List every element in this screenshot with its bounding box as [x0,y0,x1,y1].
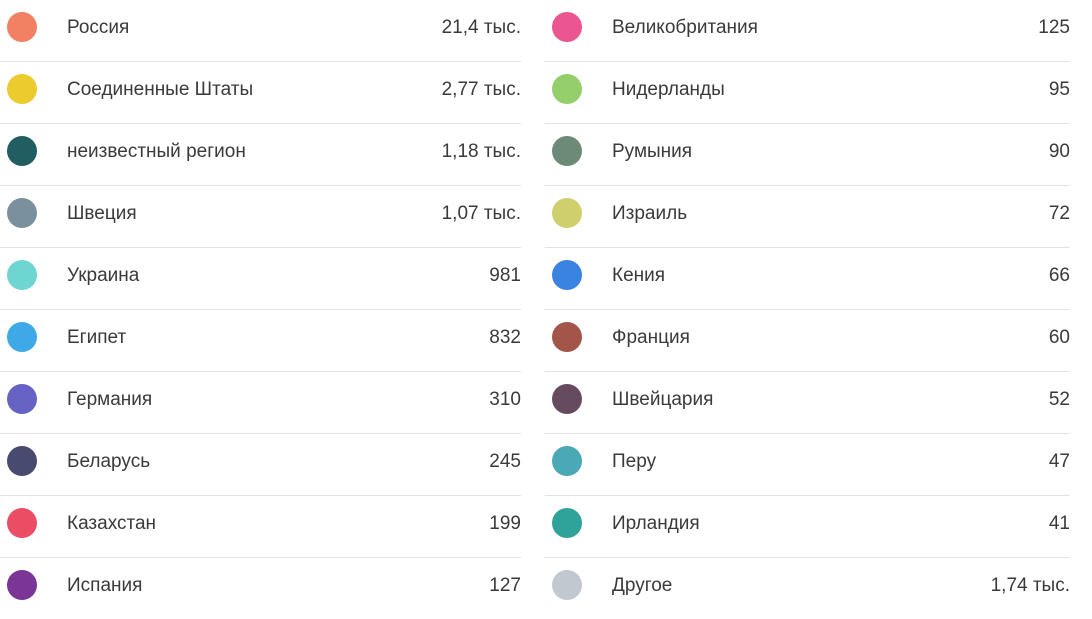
country-label: Другое [612,575,673,596]
legend-row[interactable]: Казахстан 199 [0,496,521,558]
country-value: 41 [1048,513,1070,534]
country-label: Германия [67,389,153,410]
color-dot-icon [552,570,582,600]
legend-row[interactable]: неизвестный регион 1,18 тыс. [0,124,521,186]
legend-row[interactable]: Беларусь 245 [0,434,521,496]
country-label: Нидерланды [612,79,725,100]
legend-row[interactable]: Ирландия 41 [545,496,1070,558]
legend-row[interactable]: Кения 66 [545,248,1070,310]
legend-row[interactable]: Германия 310 [0,372,521,434]
country-value: 52 [1048,389,1070,410]
country-value: 127 [489,575,521,596]
color-dot-icon [552,446,582,476]
country-value: 310 [489,389,521,410]
color-dot-icon [7,322,37,352]
country-label: Швеция [67,203,137,224]
country-value: 1,18 тыс. [441,141,521,162]
country-value: 125 [1038,17,1070,38]
country-label: Израиль [612,203,688,224]
color-dot-icon [7,260,37,290]
country-label: Великобритания [612,17,758,38]
country-label: Египет [67,327,127,348]
legend-row[interactable]: Франция 60 [545,310,1070,372]
country-value: 95 [1048,79,1070,100]
color-dot-icon [552,322,582,352]
legend-row[interactable]: Швейцария 52 [545,372,1070,434]
country-value: 72 [1048,203,1070,224]
country-value: 2,77 тыс. [441,79,521,100]
color-dot-icon [552,12,582,42]
country-label: Беларусь [67,451,151,472]
color-dot-icon [7,12,37,42]
legend-row[interactable]: Россия 21,4 тыс. [0,0,521,62]
country-value: 21,4 тыс. [441,17,521,38]
country-label: Ирландия [612,513,700,534]
legend-column-left: Россия 21,4 тыс. Соединенные Штаты 2,77 … [0,0,521,619]
color-dot-icon [552,136,582,166]
legend-column-right: Великобритания 125 Нидерланды 95 Румыния… [545,0,1070,619]
color-dot-icon [7,136,37,166]
country-value: 245 [489,451,521,472]
country-label: неизвестный регион [67,141,246,162]
country-value: 832 [489,327,521,348]
country-value: 66 [1048,265,1070,286]
country-label: Испания [67,575,143,596]
legend-row[interactable]: Испания 127 [0,558,521,619]
country-label: Россия [67,17,130,38]
color-dot-icon [7,570,37,600]
color-dot-icon [7,384,37,414]
color-dot-icon [552,198,582,228]
legend-row[interactable]: Другое 1,74 тыс. [545,558,1070,619]
legend-row[interactable]: Соединенные Штаты 2,77 тыс. [0,62,521,124]
legend-row[interactable]: Великобритания 125 [545,0,1070,62]
country-label: Украина [67,265,140,286]
country-value: 981 [489,265,521,286]
color-dot-icon [7,446,37,476]
legend-row[interactable]: Нидерланды 95 [545,62,1070,124]
legend-row[interactable]: Израиль 72 [545,186,1070,248]
color-dot-icon [552,260,582,290]
legend-row[interactable]: Египет 832 [0,310,521,372]
country-value: 60 [1048,327,1070,348]
country-value: 1,74 тыс. [990,575,1070,596]
color-dot-icon [7,198,37,228]
country-label: Казахстан [67,513,157,534]
color-dot-icon [552,74,582,104]
country-value: 90 [1048,141,1070,162]
color-dot-icon [552,508,582,538]
color-dot-icon [552,384,582,414]
color-dot-icon [7,508,37,538]
legend-row[interactable]: Румыния 90 [545,124,1070,186]
color-dot-icon [7,74,37,104]
country-value: 199 [489,513,521,534]
legend-row[interactable]: Швеция 1,07 тыс. [0,186,521,248]
legend-row[interactable]: Украина 981 [0,248,521,310]
legend-row[interactable]: Перу 47 [545,434,1070,496]
country-label: Соединенные Штаты [67,79,254,100]
country-value: 1,07 тыс. [441,203,521,224]
country-label: Швейцария [612,389,714,410]
country-label: Франция [612,327,690,348]
country-value: 47 [1048,451,1070,472]
country-label: Румыния [612,141,693,162]
country-label: Кения [612,265,666,286]
country-label: Перу [612,451,657,472]
